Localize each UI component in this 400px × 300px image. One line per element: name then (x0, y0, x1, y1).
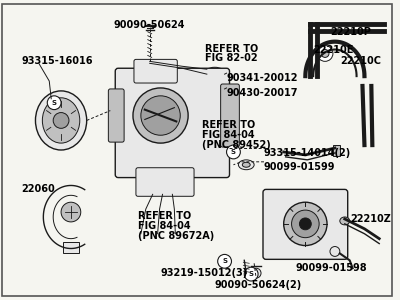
FancyBboxPatch shape (221, 84, 239, 147)
Ellipse shape (209, 86, 221, 92)
Bar (63, 242, 79, 254)
Text: S: S (249, 271, 254, 277)
Text: (PNC 89452): (PNC 89452) (202, 140, 271, 150)
FancyBboxPatch shape (263, 189, 348, 259)
Ellipse shape (208, 70, 222, 78)
Circle shape (330, 247, 340, 256)
Text: REFER TO: REFER TO (138, 211, 191, 221)
Text: REFER TO: REFER TO (205, 44, 258, 54)
Circle shape (317, 46, 333, 61)
Text: 90090-50624(2): 90090-50624(2) (215, 280, 302, 290)
Ellipse shape (212, 72, 218, 76)
Ellipse shape (238, 160, 254, 170)
FancyBboxPatch shape (115, 68, 230, 178)
Text: 90341-20012: 90341-20012 (226, 73, 298, 83)
Circle shape (226, 145, 240, 159)
Ellipse shape (340, 217, 350, 225)
Circle shape (292, 210, 319, 238)
Text: 93315-16016: 93315-16016 (22, 56, 93, 66)
Circle shape (251, 268, 261, 278)
Text: REFER TO: REFER TO (202, 120, 255, 130)
FancyBboxPatch shape (136, 168, 194, 196)
Circle shape (61, 202, 81, 222)
Circle shape (300, 218, 311, 230)
FancyBboxPatch shape (108, 89, 124, 142)
Ellipse shape (204, 67, 226, 81)
Circle shape (47, 96, 61, 110)
Text: 22210E: 22210E (313, 45, 354, 55)
Polygon shape (333, 145, 340, 156)
Text: (PNC 89672A): (PNC 89672A) (138, 231, 214, 241)
Text: 22210P: 22210P (330, 27, 371, 37)
Text: 90099-01599: 90099-01599 (264, 162, 336, 172)
Text: 90090-50624: 90090-50624 (114, 20, 186, 30)
Ellipse shape (42, 98, 80, 143)
Text: S: S (231, 149, 236, 155)
Ellipse shape (242, 162, 250, 167)
Text: 90099-01598: 90099-01598 (296, 263, 367, 273)
FancyBboxPatch shape (134, 59, 177, 83)
Text: 90430-20017: 90430-20017 (226, 88, 298, 98)
Text: 93315-14014(2): 93315-14014(2) (264, 148, 351, 158)
Circle shape (244, 267, 258, 281)
Text: 22060: 22060 (22, 184, 56, 194)
Circle shape (141, 96, 180, 135)
Text: FIG 84-04: FIG 84-04 (138, 221, 190, 231)
Circle shape (133, 88, 188, 143)
Circle shape (321, 50, 329, 57)
Text: S: S (52, 100, 57, 106)
Ellipse shape (36, 91, 87, 150)
Text: 22210C: 22210C (340, 56, 381, 66)
Circle shape (218, 254, 232, 268)
Text: 93219-15012(3): 93219-15012(3) (160, 268, 248, 278)
Text: 22210Z: 22210Z (351, 214, 392, 224)
Text: S: S (222, 258, 227, 264)
Text: FIG 84-04: FIG 84-04 (202, 130, 254, 140)
Circle shape (53, 112, 69, 128)
Text: FIG 82-02: FIG 82-02 (205, 53, 258, 64)
Ellipse shape (204, 84, 226, 94)
Circle shape (284, 202, 327, 245)
